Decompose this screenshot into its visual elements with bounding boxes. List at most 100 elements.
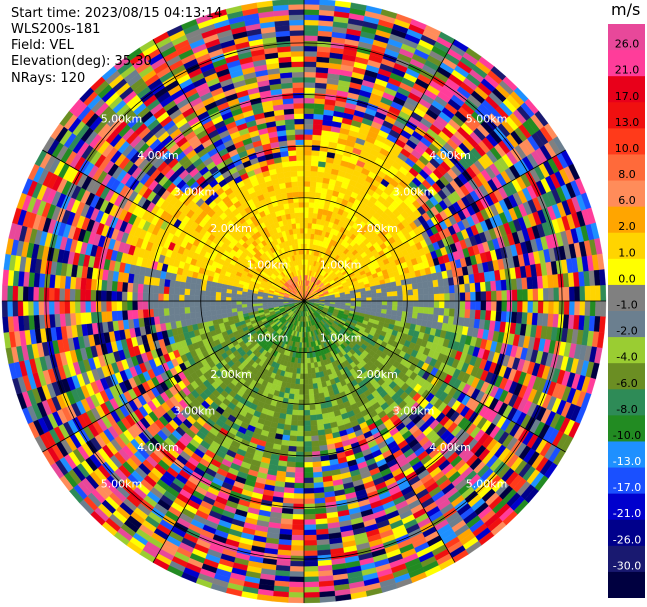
velocity-gate xyxy=(283,487,295,494)
velocity-gate xyxy=(310,170,318,177)
velocity-gate xyxy=(307,362,312,369)
velocity-gate xyxy=(288,586,305,593)
velocity-gate xyxy=(416,312,424,320)
velocity-gate xyxy=(595,300,601,317)
velocity-gate xyxy=(310,425,318,432)
velocity-gate xyxy=(569,286,575,302)
velocity-gate xyxy=(579,300,586,316)
velocity-gate xyxy=(411,282,419,290)
velocity-gate xyxy=(516,277,523,290)
velocity-gate xyxy=(303,191,310,198)
velocity-gate xyxy=(517,300,523,313)
velocity-gate xyxy=(292,503,305,510)
velocity-gate xyxy=(303,71,317,78)
velocity-gate xyxy=(392,295,398,302)
velocity-gate xyxy=(579,286,586,302)
velocity-gate xyxy=(563,300,570,316)
velocity-gate xyxy=(423,294,430,302)
velocity-gate xyxy=(522,289,529,302)
velocity-gate xyxy=(532,288,539,302)
velocity-gate xyxy=(599,269,606,286)
velocity-gate xyxy=(310,430,319,437)
velocity-gate xyxy=(500,311,507,323)
velocity-gate xyxy=(303,378,309,385)
velocity-gate xyxy=(294,388,300,395)
velocity-gate xyxy=(297,425,305,432)
velocity-gate xyxy=(303,201,310,208)
velocity-gate xyxy=(303,540,317,546)
velocity-gate xyxy=(511,289,518,302)
velocity-gate xyxy=(527,300,534,314)
velocity-gate xyxy=(307,378,313,385)
velocity-gate xyxy=(574,286,581,302)
velocity-gate xyxy=(313,482,324,489)
velocity-gate xyxy=(310,160,319,167)
velocity-gate xyxy=(306,357,311,364)
velocity-gate xyxy=(294,383,300,390)
velocity-gate xyxy=(475,291,482,302)
velocity-gate xyxy=(290,545,305,552)
velocity-gate xyxy=(303,97,315,104)
velocity-gate xyxy=(281,434,290,441)
velocity-gate xyxy=(303,238,308,244)
velocity-gate xyxy=(313,393,320,400)
velocity-gate xyxy=(454,308,461,318)
velocity-gate xyxy=(428,307,435,315)
velocity-gate xyxy=(294,482,305,489)
velocity-gate xyxy=(584,300,591,317)
velocity-gate xyxy=(303,415,311,421)
velocity-gate xyxy=(407,289,414,296)
velocity-gate xyxy=(311,451,321,458)
velocity-gate xyxy=(319,596,336,603)
velocity-gate xyxy=(303,123,314,130)
velocity-gate xyxy=(294,467,305,473)
velocity-gate xyxy=(308,383,314,390)
velocity-gate xyxy=(303,139,313,146)
velocity-gate xyxy=(433,300,440,309)
velocity-gates xyxy=(1,0,607,604)
velocity-gate xyxy=(438,286,445,295)
velocity-gate xyxy=(286,461,296,468)
velocity-gate xyxy=(295,456,305,463)
velocity-gate xyxy=(412,288,419,296)
velocity-gate xyxy=(303,14,320,21)
velocity-gate xyxy=(303,113,314,120)
velocity-gate xyxy=(309,414,317,421)
velocity-gate xyxy=(282,497,294,504)
velocity-gate xyxy=(303,134,313,140)
velocity-gate xyxy=(599,316,606,333)
velocity-gate xyxy=(303,170,311,177)
velocity-gate xyxy=(308,202,315,208)
velocity-gate xyxy=(395,280,402,287)
velocity-gate xyxy=(521,312,528,325)
velocity-gate xyxy=(303,207,310,213)
velocity-gate xyxy=(449,292,456,302)
velocity-gate xyxy=(490,280,497,292)
velocity-gate xyxy=(286,403,294,410)
velocity-gate xyxy=(299,378,305,385)
velocity-gate xyxy=(313,476,324,484)
velocity-gate xyxy=(311,372,317,379)
velocity-gate xyxy=(510,311,518,324)
velocity-gate xyxy=(413,300,419,308)
velocity-gate xyxy=(491,300,497,312)
velocity-gate xyxy=(371,304,377,309)
velocity-gate xyxy=(295,373,301,380)
velocity-gate xyxy=(303,430,312,437)
velocity-gate xyxy=(297,410,305,416)
velocity-gate xyxy=(537,288,544,302)
velocity-gate xyxy=(543,300,549,314)
velocity-gate xyxy=(313,388,319,395)
velocity-gate xyxy=(411,312,419,320)
velocity-gate xyxy=(303,0,320,5)
velocity-gate xyxy=(290,419,298,426)
velocity-gate xyxy=(501,290,508,302)
velocity-gate xyxy=(303,186,311,192)
velocity-gate xyxy=(303,597,320,604)
velocity-gate xyxy=(299,384,305,390)
velocity-gate xyxy=(296,441,305,447)
velocity-gate xyxy=(396,310,403,317)
velocity-gate xyxy=(309,181,317,188)
velocity-gate xyxy=(303,451,313,458)
